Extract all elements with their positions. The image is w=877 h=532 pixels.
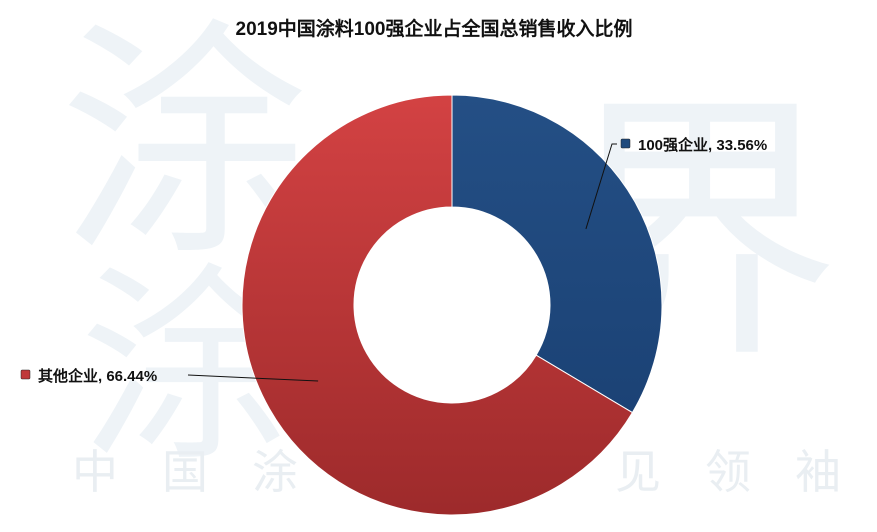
watermark-footer-char: 袖 [795,445,841,499]
watermark-footer: 中 国 涂 见 领 袖 [72,445,841,499]
watermark-footer-char: 国 [162,445,208,499]
watermark-footer-char: 见 [615,445,661,499]
data-label: 其他企业, 66.44% [38,367,157,385]
data-label: 100强企业, 33.56% [638,136,767,154]
leader-line [187,374,319,382]
watermark-footer-char: 领 [705,445,751,499]
watermark-footer-char: 中 [72,445,118,499]
leader-line [585,143,617,230]
legend-key [620,138,631,149]
watermark-footer-char: 涂 [252,445,298,499]
chart-title: 2019中国涂料100强企业占全国总销售收入比例 [236,17,633,40]
data-labels: 100强企业, 33.56% 其他企业, 66.44% [20,136,767,385]
donut-slices [241,94,663,516]
donut-slice [241,94,634,516]
legend-key [20,369,31,380]
donut-slice [451,94,663,414]
